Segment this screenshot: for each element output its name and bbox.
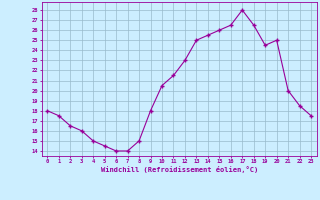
X-axis label: Windchill (Refroidissement éolien,°C): Windchill (Refroidissement éolien,°C): [100, 166, 258, 173]
